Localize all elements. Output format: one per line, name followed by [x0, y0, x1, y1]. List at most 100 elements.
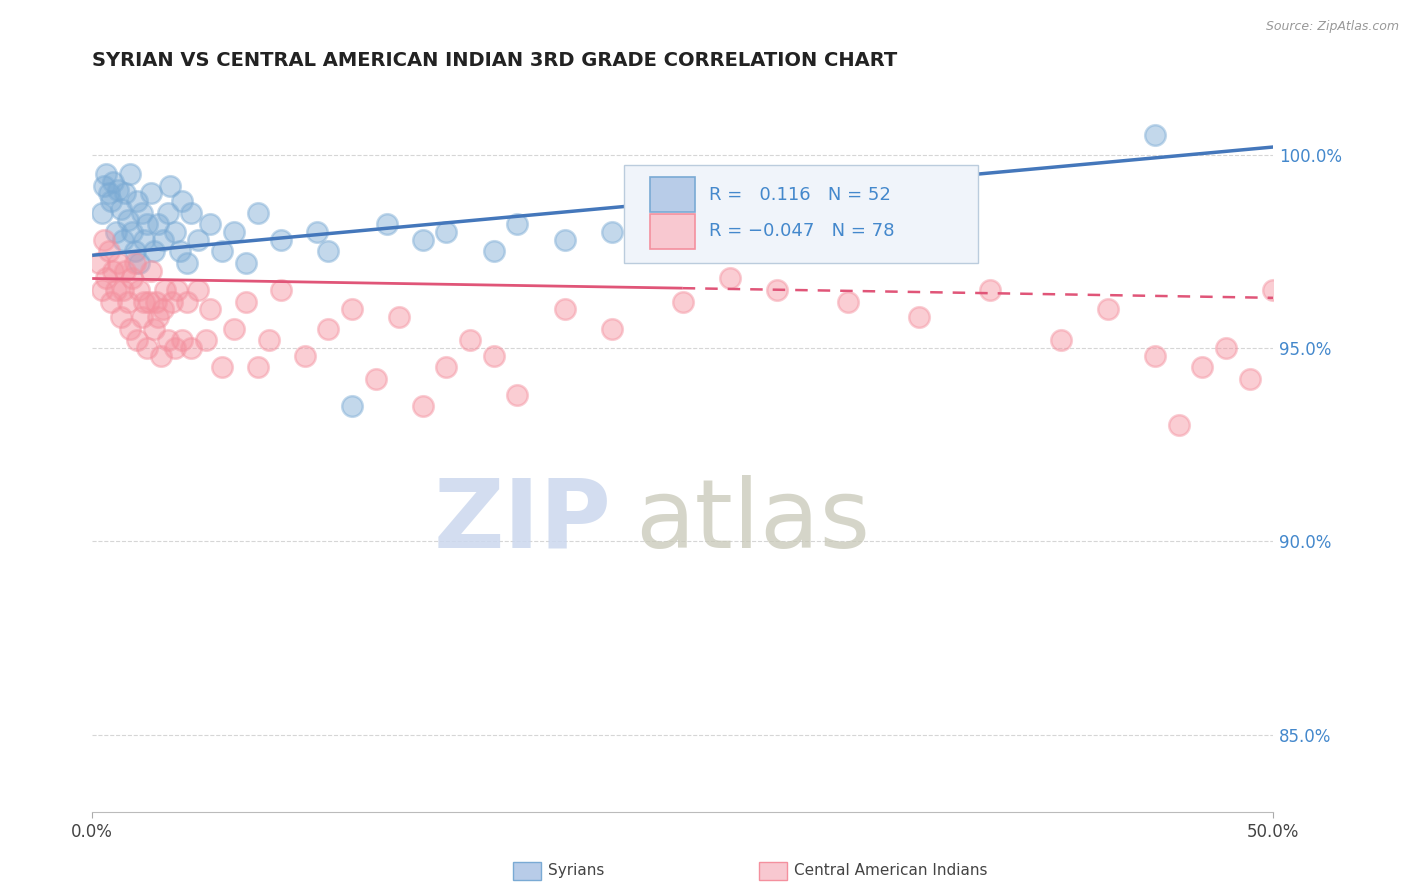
Point: [436, 225, 458, 239]
Point: [600, 322, 623, 336]
Point: [163, 225, 186, 239]
Point: [117, 213, 139, 227]
Text: R =   0.116   N = 52: R = 0.116 N = 52: [709, 186, 890, 204]
Point: [270, 283, 292, 297]
Text: Source: ZipAtlas.com: Source: ZipAtlas.com: [1265, 20, 1399, 33]
Point: [135, 341, 157, 355]
Point: [100, 194, 122, 209]
Point: [388, 310, 411, 325]
Point: [142, 244, 165, 259]
Point: [156, 206, 179, 220]
Point: [162, 294, 184, 309]
Point: [294, 349, 316, 363]
Point: [111, 283, 134, 297]
Point: [200, 302, 222, 317]
Point: [412, 399, 434, 413]
Point: [124, 244, 146, 259]
Point: [600, 225, 623, 239]
Point: [235, 256, 257, 270]
Point: [187, 233, 209, 247]
Point: [270, 233, 292, 247]
Point: [96, 167, 118, 181]
Point: [1333, 322, 1355, 336]
Point: [246, 360, 269, 375]
Point: [128, 283, 150, 297]
Point: [1357, 271, 1379, 285]
Point: [110, 202, 132, 216]
Point: [340, 302, 363, 317]
Point: [107, 256, 129, 270]
Point: [110, 310, 132, 325]
Point: [117, 294, 139, 309]
Point: [141, 264, 163, 278]
Point: [176, 256, 198, 270]
Point: [107, 182, 129, 196]
FancyBboxPatch shape: [624, 165, 979, 263]
Point: [554, 233, 576, 247]
Point: [142, 322, 165, 336]
Point: [246, 206, 269, 220]
Point: [211, 244, 233, 259]
Point: [118, 322, 141, 336]
Point: [104, 225, 127, 239]
Point: [1403, 310, 1406, 325]
Point: [104, 283, 127, 297]
Point: [340, 399, 363, 413]
Point: [170, 334, 193, 348]
Point: [1049, 334, 1071, 348]
Text: SYRIAN VS CENTRAL AMERICAN INDIAN 3RD GRADE CORRELATION CHART: SYRIAN VS CENTRAL AMERICAN INDIAN 3RD GR…: [93, 51, 897, 70]
Point: [121, 271, 143, 285]
Point: [114, 264, 136, 278]
Point: [1263, 283, 1285, 297]
Point: [364, 372, 387, 386]
Point: [155, 283, 177, 297]
Point: [1167, 418, 1189, 433]
FancyBboxPatch shape: [650, 178, 695, 212]
Point: [118, 167, 141, 181]
Point: [194, 334, 217, 348]
Point: [152, 302, 174, 317]
Point: [554, 302, 576, 317]
Point: [672, 244, 695, 259]
Point: [149, 349, 172, 363]
Point: [111, 233, 134, 247]
Point: [134, 233, 156, 247]
Point: [1097, 302, 1119, 317]
Point: [170, 194, 193, 209]
Point: [156, 334, 179, 348]
Point: [145, 294, 167, 309]
Point: [90, 283, 112, 297]
Point: [180, 206, 202, 220]
Point: [860, 233, 883, 247]
Point: [163, 341, 186, 355]
Point: [1239, 372, 1261, 386]
Point: [141, 186, 163, 201]
Point: [121, 225, 143, 239]
Point: [235, 294, 257, 309]
Point: [412, 233, 434, 247]
Point: [128, 256, 150, 270]
Point: [259, 334, 281, 348]
Point: [93, 178, 115, 193]
Text: atlas: atlas: [636, 475, 870, 568]
Point: [458, 334, 481, 348]
Point: [318, 244, 340, 259]
Point: [222, 225, 245, 239]
Point: [100, 294, 122, 309]
Point: [1309, 294, 1331, 309]
Point: [187, 283, 209, 297]
Text: ZIP: ZIP: [434, 475, 612, 568]
Point: [318, 322, 340, 336]
Point: [1144, 128, 1167, 143]
Point: [89, 256, 111, 270]
Point: [222, 322, 245, 336]
Point: [742, 218, 765, 232]
Point: [159, 178, 181, 193]
Point: [305, 225, 328, 239]
Point: [131, 206, 153, 220]
Point: [908, 310, 931, 325]
Point: [96, 271, 118, 285]
Point: [135, 218, 157, 232]
Point: [766, 283, 789, 297]
Point: [131, 310, 153, 325]
